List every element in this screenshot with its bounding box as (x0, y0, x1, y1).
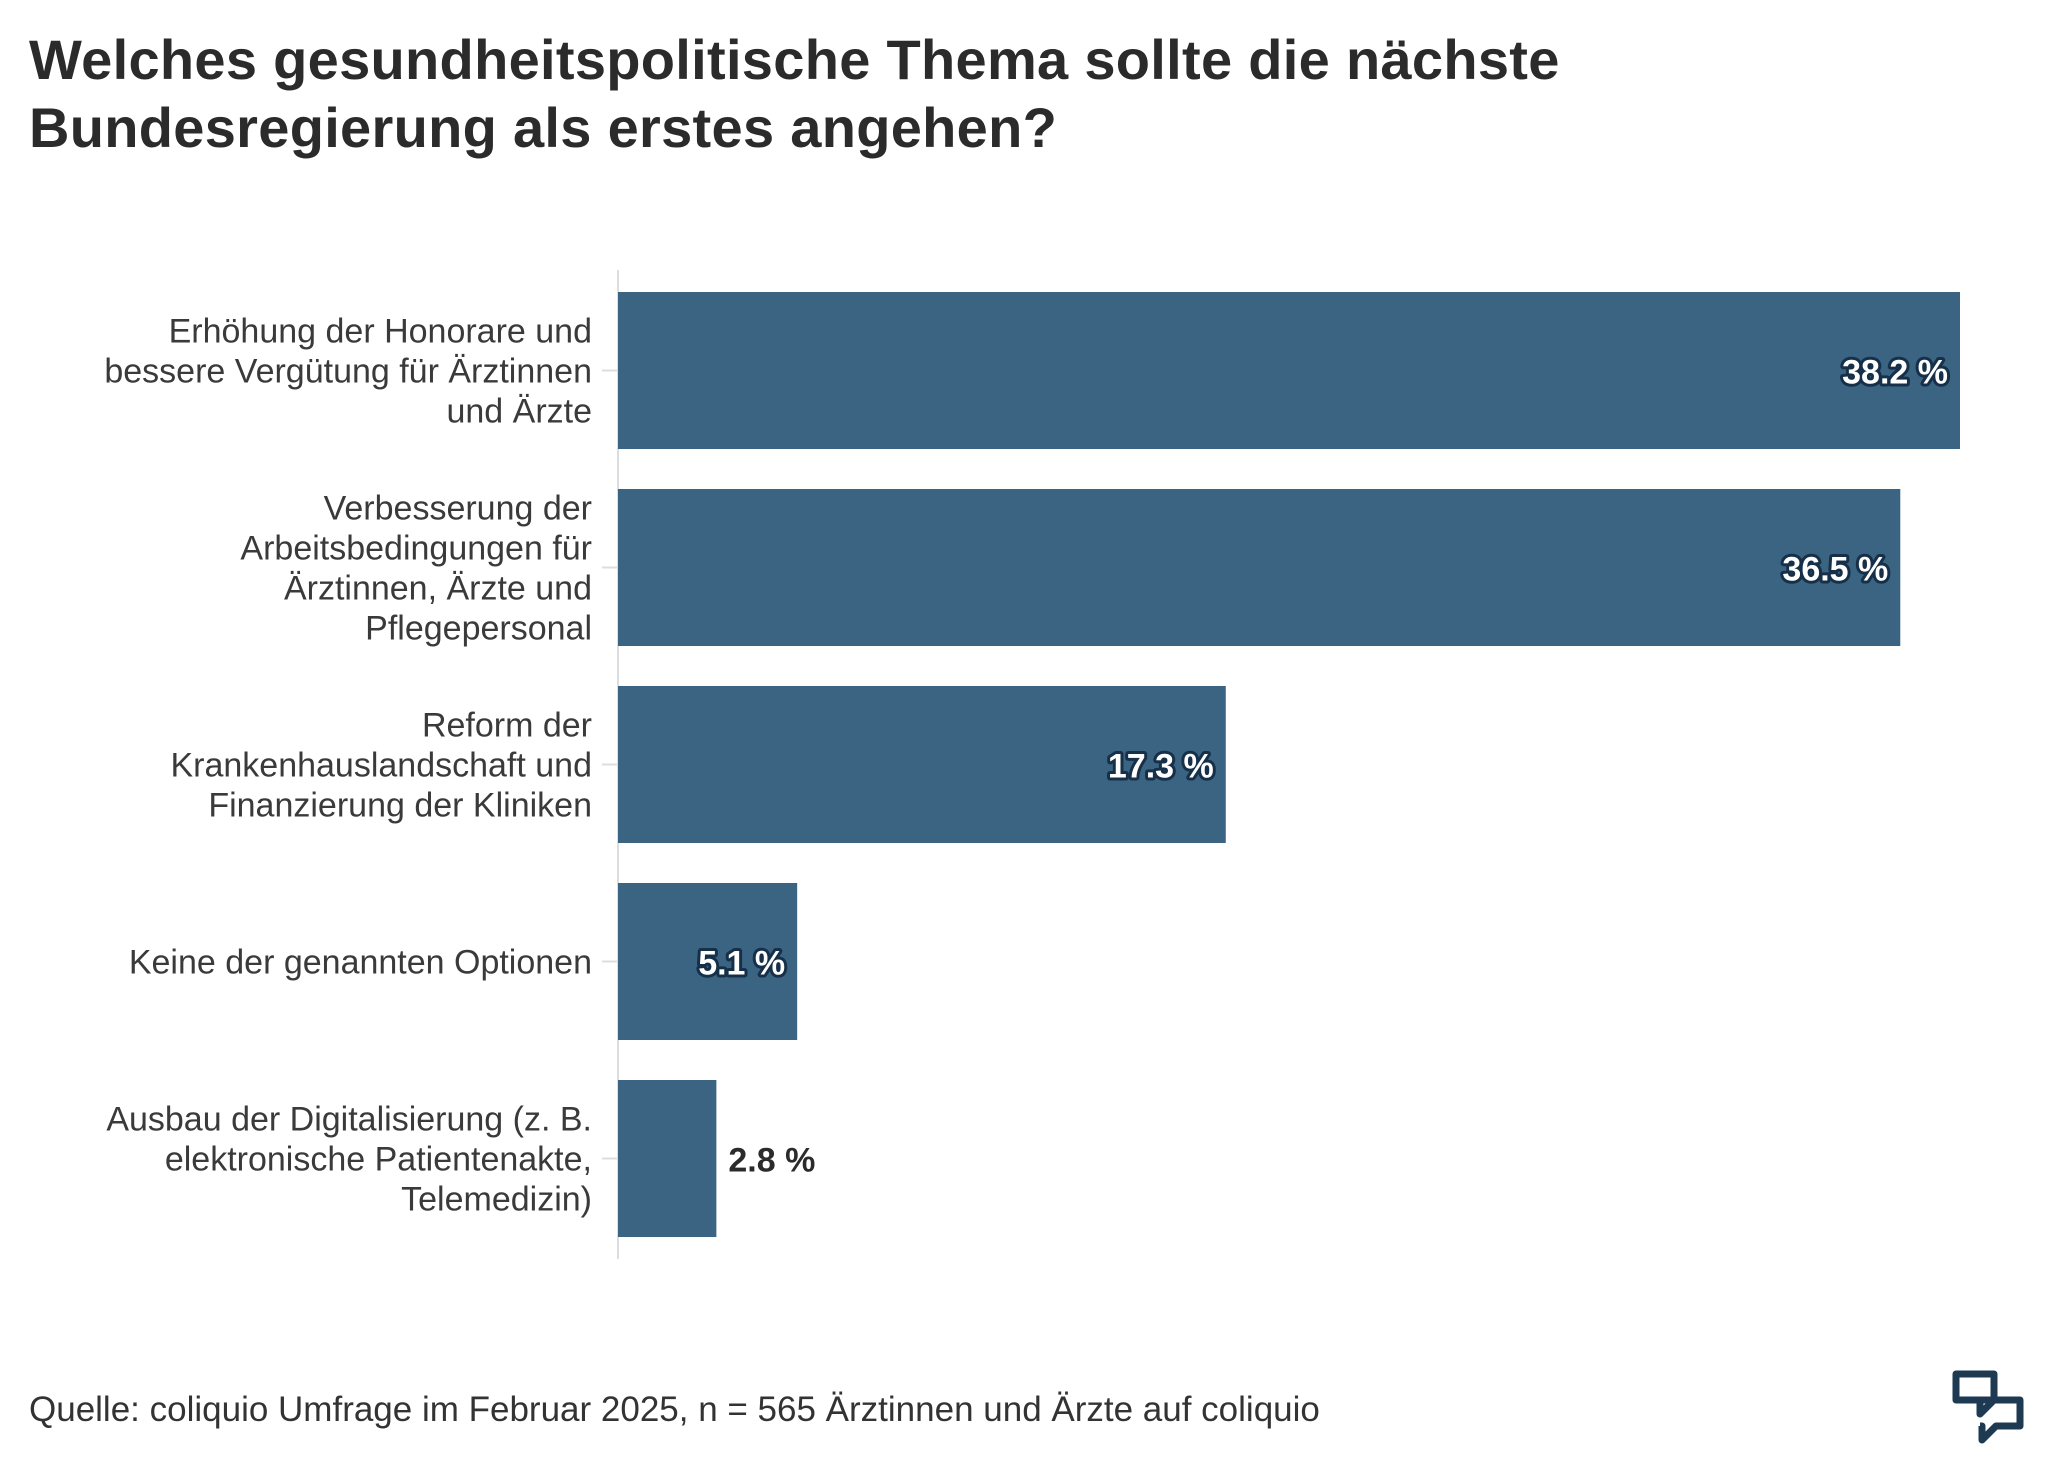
bar (618, 489, 1901, 646)
source-note: Quelle: coliquio Umfrage im Februar 2025… (29, 1390, 1320, 1429)
category-label: Erhöhung der Honorare und bessere Vergütu… (104, 313, 592, 431)
value-label: 17.3 % (1108, 748, 1214, 786)
value-label: 2.8 % (728, 1142, 815, 1180)
bar (618, 292, 1960, 449)
value-label: 38.2 % (1842, 354, 1948, 392)
bar (618, 686, 1226, 843)
category-label: Keine der genannten Optionen (129, 944, 592, 982)
category-label: Verbesserung der Arbeitsbedingungen für Är… (240, 490, 592, 648)
value-label: 36.5 % (1782, 551, 1888, 589)
category-label: Ausbau der Digitalisierung (z. B. elektro… (106, 1101, 592, 1219)
value-label: 5.1 % (698, 945, 785, 983)
coliquio-logo-icon (1952, 1370, 2024, 1444)
category-label: Reform der Krankenhauslandschaft und Finan… (170, 707, 592, 825)
chart-title: Welches gesundheitspolitische Thema soll… (29, 28, 1560, 159)
bar (618, 1080, 717, 1237)
bar (618, 883, 798, 1040)
